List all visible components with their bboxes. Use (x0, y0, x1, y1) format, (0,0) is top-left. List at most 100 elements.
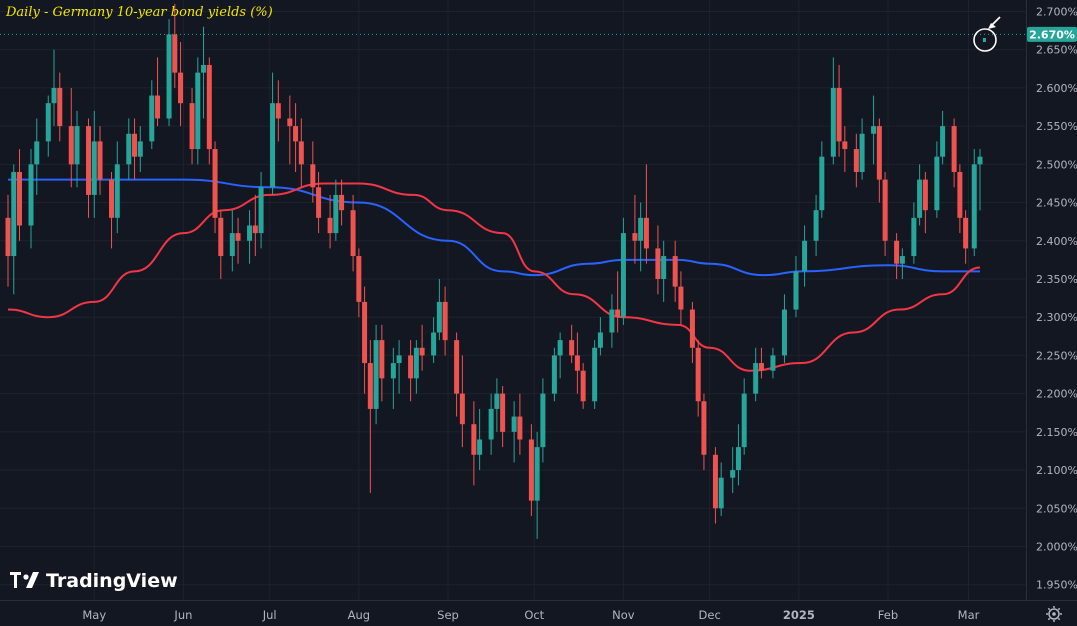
candle-body (940, 126, 946, 157)
y-tick-label: 2.300% (1036, 311, 1077, 324)
moving-average-line-0 (7, 178, 980, 277)
candle (853, 133, 859, 188)
candle (730, 447, 736, 493)
candles (5, 3, 983, 539)
candle (718, 462, 724, 516)
candle (758, 347, 764, 379)
candle-body (615, 309, 621, 318)
candle (396, 340, 402, 394)
candle (356, 248, 362, 318)
candle (114, 141, 120, 234)
candle-body (551, 355, 557, 394)
candle-body (34, 141, 40, 165)
candle (408, 340, 414, 402)
candle (189, 87, 195, 165)
candle-body (511, 416, 517, 432)
candle-body (431, 332, 437, 356)
candle-body (655, 248, 661, 279)
candle (701, 393, 707, 471)
candle-body (201, 64, 207, 73)
candle (963, 210, 969, 264)
y-tick-label: 2.400% (1036, 235, 1077, 248)
candle (615, 271, 621, 333)
candle-body (114, 164, 120, 218)
candle (781, 294, 787, 364)
candle-body (28, 164, 34, 226)
candle (813, 194, 819, 257)
candle (132, 118, 138, 180)
candle (86, 118, 92, 218)
candle (436, 278, 442, 341)
candle-body (390, 363, 396, 379)
candle (971, 149, 977, 257)
candle-body (934, 156, 940, 211)
x-tick-label: Feb (878, 608, 898, 622)
candle (678, 271, 684, 325)
moving-average-line-1 (7, 182, 981, 372)
candle-body (310, 164, 316, 188)
candle-body (922, 179, 928, 211)
candle (298, 118, 304, 188)
candle (287, 95, 293, 165)
candle-body (853, 149, 859, 172)
candle (557, 332, 563, 379)
candle (109, 171, 115, 249)
candle-body (172, 34, 178, 73)
candle-body (557, 340, 563, 356)
candle-body (695, 347, 701, 402)
time-axis[interactable]: May Jun Jul Aug Sep Oct Nov Dec 2025 Feb Mar (82, 608, 979, 622)
y-tick-label: 2.450% (1036, 197, 1077, 210)
candle-body (350, 210, 356, 257)
candle (672, 240, 678, 302)
price-axis[interactable]: 2.700% 2.650% 2.600% 2.550% 2.500% 2.450% 2.40… (1036, 5, 1077, 591)
candle (235, 217, 241, 264)
candle (882, 171, 888, 257)
candle (28, 149, 34, 249)
candle-body (275, 103, 281, 119)
candle (74, 110, 80, 188)
candle (876, 118, 882, 203)
candle-body (57, 87, 63, 127)
candle (871, 95, 877, 165)
candle-body (471, 424, 477, 455)
candle (137, 126, 143, 172)
candle (17, 149, 23, 241)
candle-body (327, 217, 333, 234)
candle-body (149, 95, 155, 142)
candle-body (11, 171, 17, 257)
y-tick-label: 2.500% (1036, 158, 1077, 171)
candle-body (758, 363, 764, 371)
y-tick-label: 2.200% (1036, 388, 1077, 401)
y-tick-label: 2.250% (1036, 349, 1077, 362)
candle-body (494, 393, 500, 409)
candle (149, 80, 155, 150)
candle (212, 141, 218, 234)
candle-body (540, 393, 546, 448)
candle (609, 294, 615, 348)
candle-body (287, 118, 293, 127)
cursor-arrow-icon[interactable] (973, 16, 1001, 52)
candle (638, 202, 644, 272)
candle-body (408, 355, 414, 379)
candle-body (97, 141, 103, 180)
candle (45, 95, 51, 157)
candle (91, 110, 97, 218)
candle (471, 401, 477, 486)
candle-body (592, 347, 598, 402)
candle-body (488, 408, 494, 440)
candle-body (753, 363, 759, 394)
y-tick-label: 2.050% (1036, 502, 1077, 515)
x-tick-label: Jun (173, 608, 192, 622)
candle-body (899, 256, 905, 264)
gear-icon[interactable] (1046, 606, 1062, 622)
candle (431, 317, 437, 364)
candle-body (813, 210, 819, 241)
candle-body (189, 103, 195, 150)
y-tick-label: 2.650% (1036, 44, 1077, 57)
candle (413, 340, 419, 394)
candle-body (379, 340, 385, 379)
candle-body (638, 217, 644, 241)
candle-body (17, 171, 23, 226)
candle-body (802, 240, 808, 272)
